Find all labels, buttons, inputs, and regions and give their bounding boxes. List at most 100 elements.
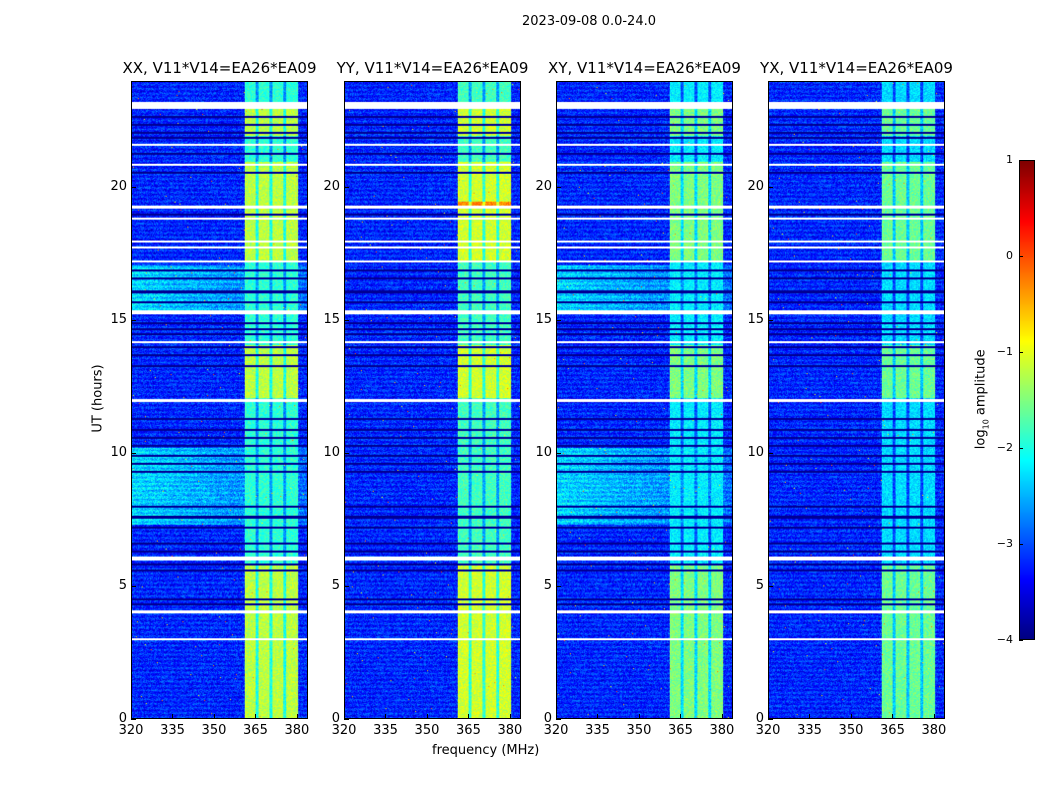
colorbar-gradient	[1020, 161, 1034, 639]
y-tick-label: 5	[543, 578, 552, 594]
x-tick-mark	[131, 714, 132, 719]
y-tick-mark	[556, 320, 561, 322]
x-tick-mark	[385, 714, 387, 719]
colorbar-tick-label: 1	[1006, 153, 1013, 166]
x-tick-label: 380	[921, 723, 947, 738]
waterfall-image	[132, 82, 307, 718]
x-tick-mark	[255, 714, 257, 719]
y-tick-mark	[131, 719, 136, 720]
x-tick-mark	[468, 714, 470, 719]
x-tick-label: 335	[797, 723, 822, 738]
x-tick-label: 380	[497, 723, 523, 738]
figure-title: 2023-09-08 0.0-24.0	[522, 14, 656, 29]
y-tick-mark	[131, 453, 136, 455]
y-tick-label: 15	[323, 312, 340, 328]
y-tick-label: 5	[118, 578, 127, 594]
x-tick-label: 350	[626, 723, 652, 738]
x-tick-label: 350	[201, 723, 227, 738]
y-tick-mark	[344, 453, 349, 455]
panel-title: XY, V11*V14=EA26*EA09	[548, 59, 741, 77]
y-tick-label: 20	[535, 179, 552, 195]
y-tick-label: 15	[535, 312, 552, 328]
panel-title: YY, V11*V14=EA26*EA09	[336, 59, 529, 77]
colorbar-tick-mark	[1019, 448, 1023, 449]
panel-title: YX, V11*V14=EA26*EA09	[760, 59, 953, 77]
y-tick-label: 0	[755, 711, 764, 726]
waterfall-panel-3	[768, 81, 945, 719]
colorbar-tick-label: 0	[1006, 249, 1013, 262]
x-tick-label: 320	[331, 723, 357, 738]
y-tick-mark	[344, 320, 349, 322]
x-tick-mark	[721, 714, 723, 719]
x-tick-mark	[892, 714, 894, 719]
colorbar-tick-mark	[1019, 544, 1023, 545]
x-tick-mark	[850, 714, 852, 719]
x-tick-label: 350	[838, 723, 864, 738]
y-tick-mark	[768, 187, 773, 189]
y-tick-label: 15	[747, 312, 764, 328]
x-tick-mark	[597, 714, 599, 719]
waterfall-image	[769, 82, 944, 718]
y-tick-mark	[344, 586, 349, 588]
colorbar-tick-mark	[1019, 640, 1023, 641]
waterfall-image	[557, 82, 732, 718]
colorbar-tick-mark	[1019, 256, 1023, 257]
x-tick-mark	[768, 714, 769, 719]
colorbar-tick-label: −3	[996, 537, 1013, 550]
x-tick-label: 320	[118, 723, 144, 738]
x-tick-label: 380	[709, 723, 735, 738]
x-tick-label: 335	[160, 723, 185, 738]
colorbar-tick-mark	[1019, 352, 1023, 353]
x-tick-mark	[809, 714, 811, 719]
y-tick-label: 10	[323, 445, 340, 461]
y-tick-label: 20	[323, 179, 340, 195]
colorbar-tick-label: −1	[996, 345, 1013, 358]
y-tick-label: 0	[543, 711, 552, 726]
y-tick-mark	[131, 320, 136, 322]
y-tick-mark	[768, 586, 773, 588]
waterfall-panel-0	[131, 81, 308, 719]
colorbar-label-sub: 10	[981, 419, 991, 430]
y-axis-label: UT (hours)	[90, 364, 106, 433]
colorbar-tick-label: −4	[996, 633, 1013, 646]
y-tick-label: 10	[110, 445, 127, 461]
x-tick-mark	[426, 714, 428, 719]
y-tick-label: 0	[118, 711, 127, 726]
y-tick-label: 10	[747, 445, 764, 461]
x-tick-mark	[172, 714, 174, 719]
x-tick-mark	[509, 714, 511, 719]
y-tick-mark	[131, 586, 136, 588]
x-tick-mark	[344, 714, 345, 719]
y-tick-mark	[768, 320, 773, 322]
x-tick-label: 365	[668, 723, 693, 738]
colorbar	[1019, 160, 1035, 640]
x-tick-label: 380	[284, 723, 310, 738]
colorbar-label-rest: amplitude	[973, 349, 989, 420]
x-tick-label: 335	[373, 723, 398, 738]
waterfall-image	[345, 82, 520, 718]
colorbar-tick-mark	[1019, 160, 1023, 161]
y-tick-mark	[556, 187, 561, 189]
x-tick-label: 320	[543, 723, 569, 738]
x-tick-mark	[680, 714, 682, 719]
y-tick-label: 15	[110, 312, 127, 328]
y-tick-label: 20	[110, 179, 127, 195]
y-tick-mark	[344, 187, 349, 189]
y-tick-mark	[556, 719, 561, 720]
x-tick-label: 320	[755, 723, 781, 738]
y-tick-label: 5	[755, 578, 764, 594]
x-tick-label: 365	[456, 723, 481, 738]
y-tick-label: 5	[331, 578, 340, 594]
y-tick-mark	[556, 586, 561, 588]
x-tick-label: 335	[585, 723, 610, 738]
x-axis-label: frequency (MHz)	[432, 743, 540, 758]
x-tick-label: 350	[414, 723, 440, 738]
x-tick-label: 365	[880, 723, 905, 738]
x-tick-mark	[296, 714, 298, 719]
panel-title: XX, V11*V14=EA26*EA09	[122, 59, 317, 77]
colorbar-tick-label: −2	[996, 441, 1013, 454]
y-tick-mark	[768, 453, 773, 455]
waterfall-panel-1	[344, 81, 521, 719]
x-tick-label: 365	[243, 723, 268, 738]
